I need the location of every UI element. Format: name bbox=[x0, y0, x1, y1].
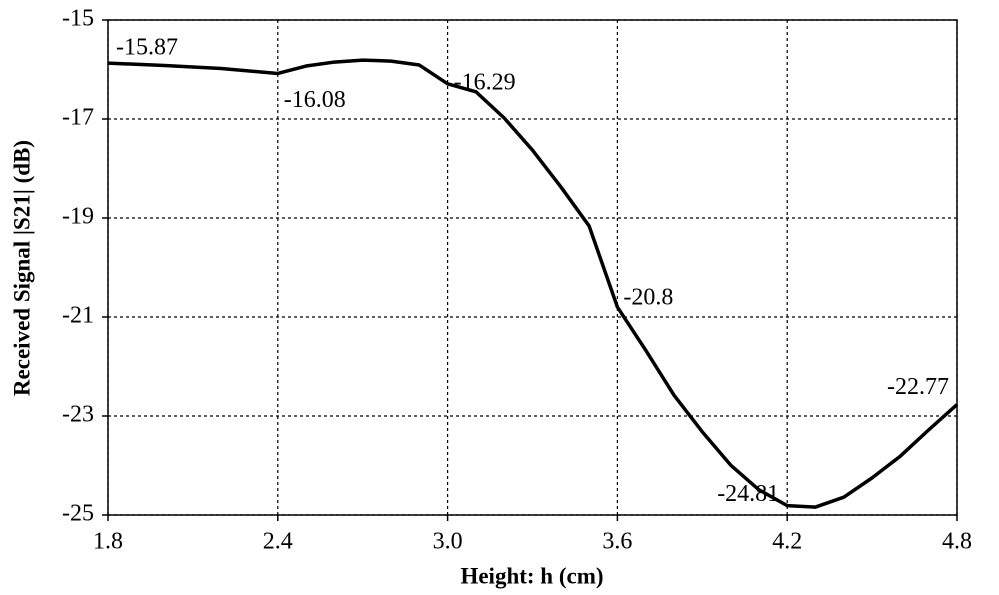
chart: Height: h (cm) Received Signal |S21| (dB… bbox=[0, 0, 999, 595]
plot-frame bbox=[108, 20, 957, 515]
data-label: -16.29 bbox=[454, 69, 516, 95]
x-tick-label: 4.8 bbox=[942, 529, 972, 555]
data-label: -22.77 bbox=[887, 374, 949, 400]
x-tick-label: 2.4 bbox=[263, 529, 293, 555]
y-tick-label: -25 bbox=[62, 501, 94, 527]
x-axis-title: Height: h (cm) bbox=[460, 563, 603, 588]
x-tick-label: 3.6 bbox=[602, 529, 632, 555]
y-tick-label: -19 bbox=[62, 204, 94, 230]
x-tick-label: 3.0 bbox=[433, 529, 463, 555]
data-label: -20.8 bbox=[623, 285, 673, 311]
y-axis-title: Received Signal |S21| (dB) bbox=[9, 140, 34, 396]
y-tick-label: -21 bbox=[62, 303, 94, 329]
y-tick-label: -17 bbox=[62, 105, 94, 131]
x-tick-label: 4.2 bbox=[772, 529, 802, 555]
y-tick-label: -15 bbox=[62, 6, 94, 32]
x-tick-label: 1.8 bbox=[93, 529, 123, 555]
data-label: -16.08 bbox=[284, 87, 346, 113]
data-line bbox=[108, 60, 957, 507]
y-tick-label: -23 bbox=[62, 402, 94, 428]
data-label: -15.87 bbox=[116, 35, 178, 61]
data-label: -24.81 bbox=[717, 481, 779, 507]
